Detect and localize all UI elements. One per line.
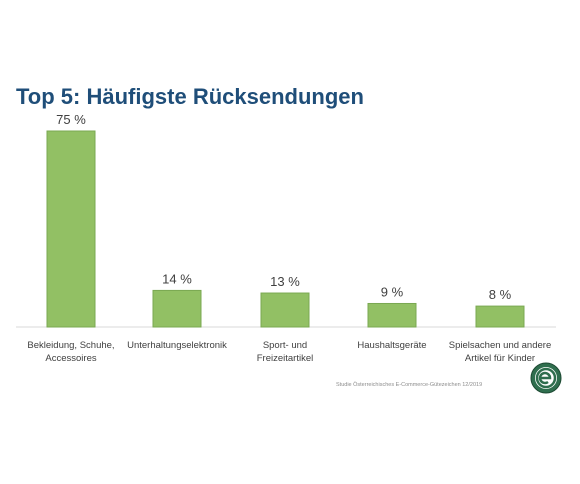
bar-2	[152, 289, 202, 328]
category-label-5: Spielsachen und andere Artikel für Kinder	[449, 340, 551, 364]
data-label-3: 13 %	[270, 274, 300, 289]
data-label-1: 75 %	[56, 112, 86, 127]
bar-5	[475, 305, 525, 328]
bar-1	[46, 130, 96, 328]
bar-4	[367, 302, 417, 328]
ecommerce-guetezeichen-logo-icon	[530, 362, 562, 394]
bar-3	[260, 292, 310, 328]
data-label-5: 8 %	[489, 287, 512, 302]
category-label-4: Haushaltsgeräte	[357, 340, 426, 351]
data-label-2: 14 %	[162, 271, 192, 286]
chart-title: Top 5: Häufigste Rücksendungen	[16, 84, 364, 109]
source-note: Studie Österreichisches E-Commerce-Gütez…	[336, 382, 483, 388]
category-label-1: Bekleidung, Schuhe, Accessoires	[27, 340, 114, 364]
category-label-2: Unterhaltungselektronik	[127, 340, 227, 351]
data-label-4: 9 %	[381, 284, 404, 299]
category-label-3: Sport- und Freizeitartikel	[257, 340, 314, 364]
